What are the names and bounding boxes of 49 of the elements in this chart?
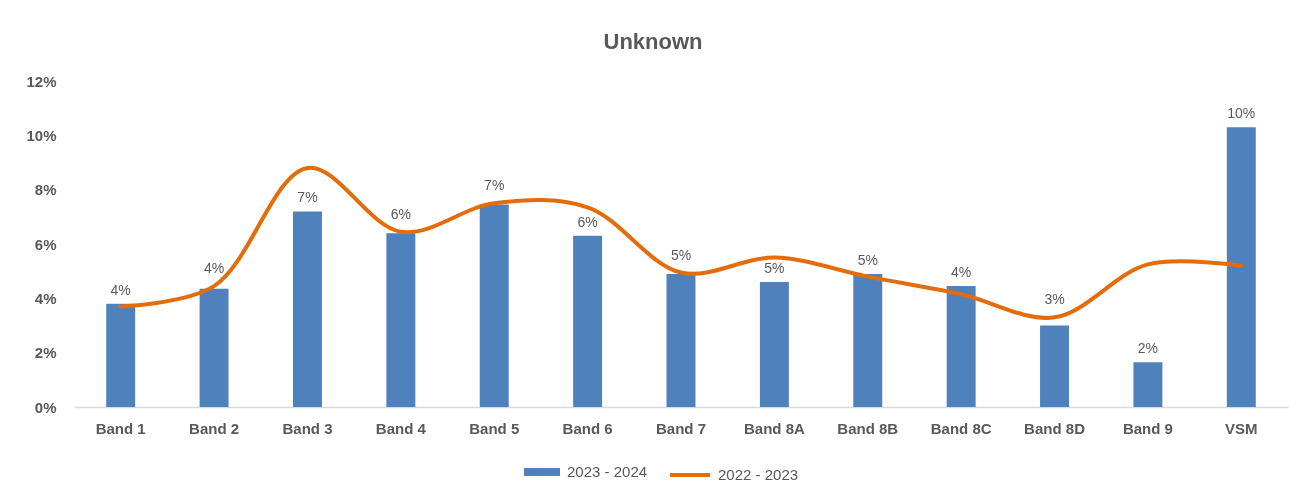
data-label: 7%	[297, 189, 318, 206]
y-tick-label: 10%	[26, 126, 57, 144]
data-label: 6%	[390, 205, 411, 222]
bar	[292, 211, 322, 407]
y-tick-label: 6%	[34, 235, 57, 253]
x-tick-label: Band 2	[189, 419, 240, 437]
y-tick-label: 2%	[34, 344, 57, 362]
data-label: 6%	[577, 213, 598, 230]
bar	[759, 282, 789, 407]
bar	[479, 204, 509, 407]
bar	[573, 235, 603, 407]
legend-label: 2022 - 2023	[718, 466, 799, 483]
bar	[106, 303, 136, 407]
bar	[946, 286, 976, 407]
data-label: 7%	[484, 177, 505, 194]
x-tick-label: Band 8D	[1024, 419, 1086, 437]
data-label: 3%	[1044, 291, 1065, 308]
data-label: 5%	[857, 251, 878, 268]
legend-label: 2023 - 2024	[567, 463, 648, 480]
x-tick-label: Band 7	[655, 419, 707, 437]
x-tick-label: VSM	[1225, 419, 1258, 437]
y-tick-label: 12%	[26, 72, 57, 90]
y-tick-label: 8%	[34, 181, 57, 199]
y-tick-label: 0%	[34, 398, 57, 416]
data-label: 5%	[764, 260, 785, 277]
data-label: 4%	[110, 281, 131, 298]
x-tick-label: Band 8A	[743, 419, 805, 437]
x-tick-label: Band 9	[1122, 419, 1173, 437]
bar	[1133, 362, 1163, 407]
x-tick-label: Band 4	[375, 419, 427, 437]
bar	[199, 288, 229, 407]
data-label: 2%	[1137, 340, 1159, 357]
bar	[1226, 127, 1256, 407]
data-label: 10%	[1227, 105, 1256, 122]
x-tick-label: Band 8C	[930, 419, 992, 437]
bar	[853, 273, 883, 407]
data-label: 5%	[670, 246, 692, 263]
data-label: 4%	[951, 264, 972, 281]
bar	[666, 273, 696, 407]
x-tick-label: Band 3	[282, 419, 333, 437]
x-tick-label: Band 8B	[837, 419, 899, 437]
x-tick-label: Band 6	[562, 419, 613, 437]
data-label: 4%	[203, 260, 225, 277]
x-tick-label: Band 1	[95, 419, 146, 437]
x-tick-label: Band 5	[469, 419, 520, 437]
chart-title: Unknown	[603, 29, 703, 54]
bar	[386, 233, 416, 407]
y-tick-label: 4%	[34, 289, 57, 307]
bar	[1040, 325, 1070, 407]
